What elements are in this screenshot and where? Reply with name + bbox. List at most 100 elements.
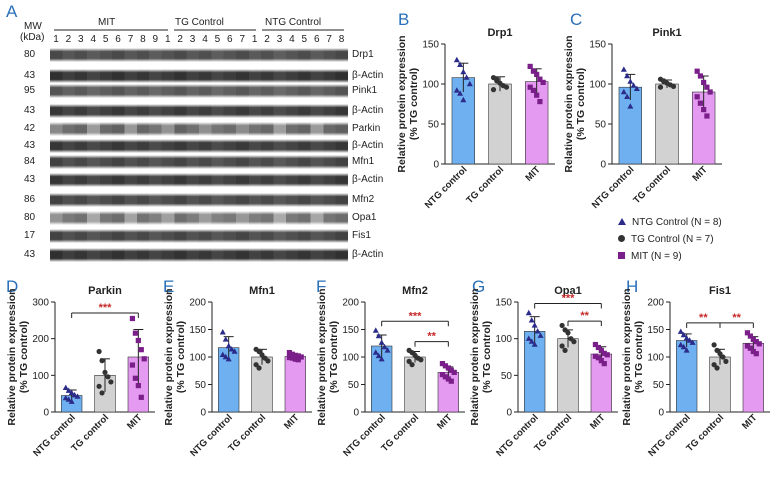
lane-number: 9 xyxy=(152,34,159,45)
significance-label: ** xyxy=(732,312,741,324)
data-point-square xyxy=(442,363,448,369)
legend-label-mit: MIT (N = 9) xyxy=(631,251,682,262)
data-point-square xyxy=(451,369,457,375)
blot-protein-label: Pink1 xyxy=(352,85,378,96)
y-tick-label: 100 xyxy=(342,353,359,364)
data-point-square xyxy=(138,347,144,353)
data-point-square xyxy=(704,113,710,119)
blot-band-strip xyxy=(50,48,348,62)
data-point-triangle xyxy=(627,103,634,109)
y-axis-label-line: (% TG control) xyxy=(633,321,645,393)
bar xyxy=(557,338,579,413)
y-axis-label: Relative protein expression(% TG control… xyxy=(469,288,493,425)
data-point-square xyxy=(442,374,448,380)
bar xyxy=(284,356,306,413)
data-point-square xyxy=(744,343,751,349)
x-tick-label: MIT xyxy=(740,412,759,431)
data-point-triangle xyxy=(219,329,226,335)
x-tick-label: NTG control xyxy=(188,412,235,459)
mw-value: 86 xyxy=(24,194,36,205)
data-point-square xyxy=(750,348,756,355)
blot-protein-label: β-Actin xyxy=(352,174,384,185)
data-point-circle xyxy=(562,347,568,353)
data-point-triangle xyxy=(225,342,232,349)
data-point-circle xyxy=(559,343,565,349)
blot-band-strip xyxy=(50,193,348,207)
data-point-triangle xyxy=(62,384,69,390)
data-point-square xyxy=(701,107,707,113)
y-tick-label: 0 xyxy=(658,408,664,419)
lane-number: 5 xyxy=(301,34,308,45)
y-tick-label: 0 xyxy=(600,160,606,171)
data-point-triangle xyxy=(65,387,72,393)
y-axis-label-line: Relative protein expression xyxy=(563,35,575,172)
data-point-square xyxy=(540,79,546,85)
data-point-square xyxy=(530,87,537,93)
lane-number: 6 xyxy=(115,34,121,45)
bar xyxy=(655,83,679,165)
data-point-circle xyxy=(494,76,500,82)
data-point-square xyxy=(595,355,601,361)
chart-title: Mfn2 xyxy=(402,285,428,297)
data-point-circle xyxy=(720,354,726,360)
lane-number: 4 xyxy=(90,34,97,45)
lane-number: 7 xyxy=(239,34,246,45)
blot-protein-label: Opa1 xyxy=(352,212,377,223)
blot-protein-label: Parkin xyxy=(352,123,381,134)
y-axis-label: Relative protein expression(% TG control… xyxy=(396,35,420,172)
blot-protein-label: Drp1 xyxy=(352,49,374,60)
significance-label: ** xyxy=(427,331,436,343)
data-point-triangle xyxy=(222,353,229,360)
lane-number: 2 xyxy=(65,34,72,45)
data-point-triangle xyxy=(531,322,538,328)
panel-letter-g: G xyxy=(472,277,486,296)
y-tick-label: 150 xyxy=(589,40,606,51)
data-point-circle xyxy=(490,87,497,93)
data-point-square xyxy=(598,347,604,353)
blot-band-strip xyxy=(50,229,348,243)
data-point-triangle xyxy=(378,339,385,345)
data-point-triangle xyxy=(457,90,464,96)
data-point-triangle xyxy=(372,349,379,355)
y-tick-label: 100 xyxy=(495,334,512,345)
y-tick-label: 50 xyxy=(195,380,207,391)
group-label-mit: MIT xyxy=(98,17,116,28)
data-point-circle xyxy=(108,379,114,385)
lane-number: 3 xyxy=(276,34,283,45)
data-point-triangle xyxy=(453,56,460,63)
chart-title: Mfn1 xyxy=(249,285,275,297)
data-point-triangle xyxy=(384,347,391,353)
x-tick-label: MIT xyxy=(523,164,542,183)
lane-number: 1 xyxy=(53,34,59,45)
legend-item-tg: TG Control (N = 7) xyxy=(618,234,714,245)
panel-letter-d: D xyxy=(6,277,19,296)
y-tick-label: 150 xyxy=(495,298,512,309)
data-point-circle xyxy=(256,365,262,371)
data-point-square xyxy=(534,71,540,77)
mw-value: 80 xyxy=(24,49,36,60)
significance-label: ** xyxy=(580,310,589,322)
blot-protein-label: Fis1 xyxy=(352,230,371,241)
y-tick-label: 0 xyxy=(506,408,512,419)
data-point-triangle xyxy=(624,93,631,99)
chart-title: Parkin xyxy=(88,285,122,297)
data-point-triangle xyxy=(528,317,535,323)
lane-number: 2 xyxy=(177,34,183,45)
data-point-triangle xyxy=(460,68,467,75)
x-tick-label: TG control xyxy=(464,164,506,206)
data-point-square xyxy=(704,84,710,90)
mw-value: 43 xyxy=(24,70,36,81)
mw-value: 42 xyxy=(24,123,36,134)
data-point-circle xyxy=(99,358,105,364)
blot-band-strip xyxy=(50,211,348,225)
data-point-square xyxy=(530,68,537,74)
chart-title: Drp1 xyxy=(487,27,512,39)
data-point-square xyxy=(445,365,451,371)
data-point-triangle xyxy=(531,341,538,347)
data-point-square xyxy=(747,333,753,339)
data-point-triangle xyxy=(74,393,81,399)
data-point-square xyxy=(295,353,301,359)
data-point-square xyxy=(295,357,301,363)
data-point-triangle xyxy=(686,337,693,343)
mw-value: 84 xyxy=(24,156,36,167)
